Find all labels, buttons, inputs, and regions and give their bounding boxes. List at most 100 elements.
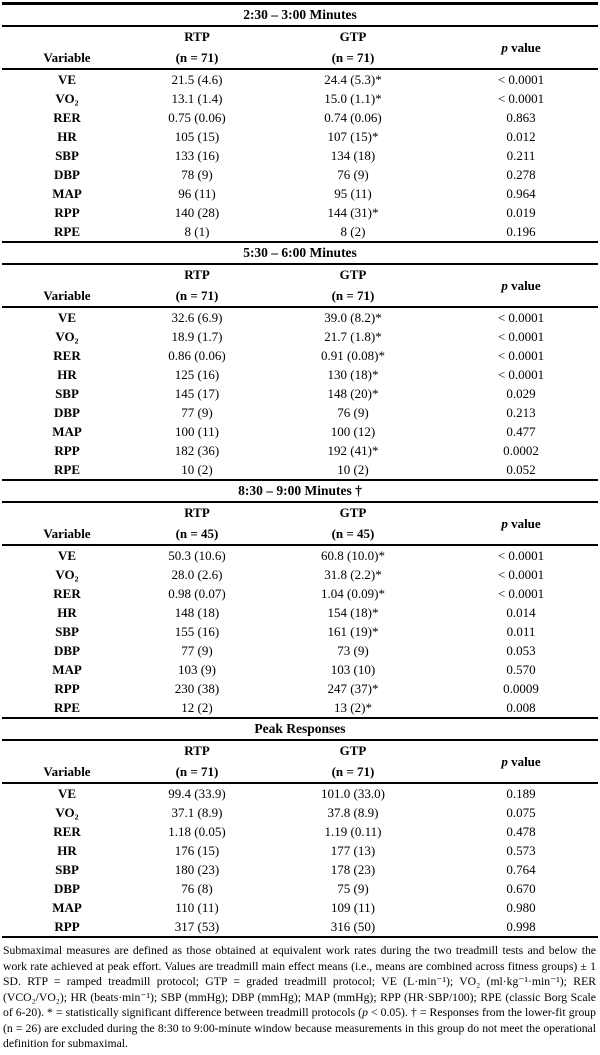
gtp-value-cell: 101.0 (33.0): [321, 786, 385, 801]
p-value-cell: 0.019: [506, 205, 536, 220]
rtp-value-cell: 77 (9): [181, 643, 213, 658]
p-value-cell: 0.075: [506, 805, 536, 820]
table-row: MAP 110 (11) 109 (11) 0.980: [2, 898, 598, 917]
gtp-value-cell: 76 (9): [337, 405, 369, 420]
p-value-cell: < 0.0001: [497, 567, 545, 582]
p-value-cell: 0.964: [506, 186, 536, 201]
gtp-value-cell: 95 (11): [334, 186, 372, 201]
column-header-variable: Variable: [2, 523, 132, 546]
variable-cell: VE: [57, 72, 77, 87]
p-label-rest: value: [507, 753, 541, 769]
gtp-value-cell: 24.4 (5.3)*: [324, 72, 382, 87]
variable-cell: MAP: [52, 186, 82, 201]
section-title: Peak Responses: [2, 717, 598, 741]
table-row: RPP 140 (28) 144 (31)* 0.019: [2, 203, 598, 222]
p-label-rest: value: [507, 39, 541, 55]
table-row: MAP 103 (9) 103 (10) 0.570: [2, 660, 598, 679]
variable-cell: DBP: [54, 405, 80, 420]
rtp-value-cell: 18.9 (1.7): [171, 329, 223, 344]
column-header-rtp: RTP: [184, 505, 210, 520]
column-header-row-2: Variable (n = 71) (n = 71): [2, 47, 598, 70]
gtp-value-cell: 31.8 (2.2)*: [324, 567, 382, 582]
rtp-value-cell: 230 (38): [174, 681, 220, 696]
variable-cell: VE: [57, 310, 77, 325]
gtp-value-cell: 134 (18): [330, 148, 376, 163]
variable-cell: HR: [57, 367, 77, 382]
header-spacer: [2, 740, 132, 761]
column-header-variable: Variable: [2, 47, 132, 70]
section-title: 8:30 – 9:00 Minutes †: [2, 479, 598, 503]
rtp-value-cell: 28.0 (2.6): [171, 567, 223, 582]
column-header-gtp: GTP: [339, 267, 367, 282]
table-row: SBP 145 (17) 148 (20)* 0.029: [2, 384, 598, 403]
gtp-value-cell: 15.0 (1.1)*: [324, 91, 382, 106]
gtp-value-cell: 8 (2): [340, 224, 366, 239]
variable-cell: RER: [53, 824, 81, 839]
gtp-n-label: (n = 71): [262, 761, 444, 784]
footnote-segment: < 0.05). † = Responses from the lower-fi…: [3, 1006, 596, 1050]
footnote-segment: p: [362, 1006, 368, 1019]
gtp-value-cell: 60.8 (10.0)*: [321, 548, 385, 563]
gtp-value-cell: 144 (31)*: [327, 205, 379, 220]
variable-cell: DBP: [54, 881, 80, 896]
rtp-value-cell: 133 (16): [174, 148, 220, 163]
table-row: RPP 317 (53) 316 (50) 0.998: [2, 917, 598, 938]
column-header-variable: Variable: [2, 285, 132, 308]
variable-cell: RPP: [54, 681, 80, 696]
gtp-value-cell: 1.19 (0.11): [324, 824, 382, 839]
p-value-cell: 0.196: [506, 224, 536, 239]
rtp-value-cell: 180 (23): [174, 862, 220, 877]
variable-cell: HR: [57, 843, 77, 858]
table-row: HR 176 (15) 177 (13) 0.573: [2, 841, 598, 860]
rtp-n-label: (n = 45): [132, 523, 262, 546]
p-value-cell: 0.0009: [503, 681, 539, 696]
gtp-value-cell: 130 (18)*: [327, 367, 379, 382]
variable-cell: RPP: [2, 917, 132, 938]
rtp-value-cell: 148 (18): [174, 605, 220, 620]
header-spacer: [2, 26, 132, 47]
column-header-row-2: Variable (n = 71) (n = 71): [2, 285, 598, 308]
p-value-cell: 0.478: [506, 824, 536, 839]
p-value-cell: 0.477: [506, 424, 536, 439]
p-value-cell: < 0.0001: [497, 72, 545, 87]
table-row: VO₂ 28.0 (2.6) 31.8 (2.2)* < 0.0001: [2, 565, 598, 584]
rtp-value-cell: 21.5 (4.6): [171, 72, 223, 87]
variable-cell: SBP: [55, 862, 79, 877]
p-value-cell: 0.573: [506, 843, 536, 858]
rtp-value-cell: 96 (11): [178, 186, 216, 201]
p-value-cell: 0.0002: [503, 443, 539, 458]
gtp-value-cell: 247 (37)*: [327, 681, 379, 696]
table-footnote: Submaximal measures are defined as those…: [3, 943, 596, 1052]
rtp-value-cell: 13.1 (1.4): [171, 91, 223, 106]
gtp-value-cell: 75 (9): [337, 881, 369, 896]
gtp-n-label: (n = 45): [262, 523, 444, 546]
table-row: SBP 133 (16) 134 (18) 0.211: [2, 146, 598, 165]
p-value-cell: 0.029: [506, 386, 536, 401]
p-value-cell: 0.052: [506, 462, 536, 477]
gtp-value-cell: 21.7 (1.8)*: [324, 329, 382, 344]
column-header-p-value: p value: [444, 502, 598, 546]
gtp-value-cell: 37.8 (8.9): [327, 805, 379, 820]
variable-cell: RER: [53, 586, 81, 601]
rtp-value-cell: 182 (36): [174, 443, 220, 458]
column-header-row-1: RTP GTP p value: [2, 26, 598, 70]
p-value-cell: < 0.0001: [497, 586, 545, 601]
variable-cell: DBP: [54, 167, 80, 182]
rtp-n-label: (n = 71): [132, 285, 262, 308]
table-row: VO₂ 37.1 (8.9) 37.8 (8.9) 0.075: [2, 803, 598, 822]
variable-cell: RER: [53, 110, 81, 125]
rtp-value-cell: 176 (15): [174, 843, 220, 858]
section-title: 2:30 – 3:00 Minutes: [2, 2, 598, 27]
column-header-rtp: RTP: [184, 743, 210, 758]
variable-cell: RPE: [54, 700, 80, 715]
variable-cell: SBP: [55, 624, 79, 639]
variable-cell: RPE: [54, 224, 80, 239]
gtp-value-cell: 178 (23): [330, 862, 376, 877]
results-table: 2:30 – 3:00 Minutes RTP GTP p value Variable…: [2, 2, 598, 938]
p-label-italic: p: [501, 753, 508, 769]
p-label-rest: value: [507, 515, 541, 531]
p-value-cell: < 0.0001: [497, 329, 545, 344]
table-row: VE 32.6 (6.9) 39.0 (8.2)* < 0.0001: [2, 307, 598, 327]
rtp-value-cell: 0.98 (0.07): [168, 586, 226, 601]
p-value-cell: < 0.0001: [497, 367, 545, 382]
